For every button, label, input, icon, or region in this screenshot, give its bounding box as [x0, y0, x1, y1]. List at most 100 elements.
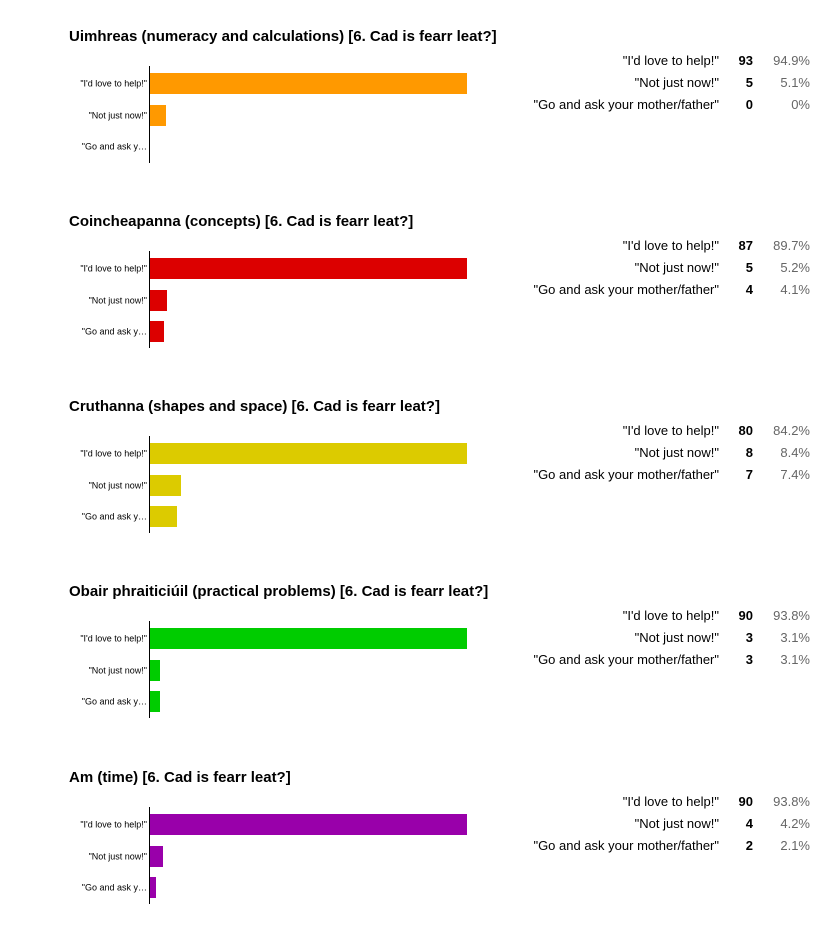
bar [149, 105, 166, 126]
stats-row: "I'd love to help!" 80 84.2% [500, 423, 820, 445]
stats-label: "Not just now!" [634, 260, 719, 275]
chart-title: Coincheapanna (concepts) [6. Cad is fear… [69, 213, 414, 230]
bar [149, 258, 467, 279]
stats-count: 4 [745, 282, 753, 297]
bar [149, 73, 467, 94]
stats-percent: 5.1% [780, 75, 810, 90]
bar-plot: "I'd love to help!" "Not just now!" "Go an… [0, 185, 480, 370]
stats-percent: 3.1% [780, 652, 810, 667]
stats-row: "Not just now!" 3 3.1% [500, 630, 820, 652]
stats-label: "Go and ask your mother/father" [533, 652, 719, 667]
category-label: "I'd love to help!" [80, 79, 147, 89]
stats-table: "I'd love to help!" 80 84.2% "Not just now!… [500, 423, 820, 489]
stats-count: 87 [738, 238, 753, 253]
chart-title: Cruthanna (shapes and space) [6. Cad is … [69, 398, 440, 415]
bar [149, 660, 160, 681]
category-label: "I'd love to help!" [80, 634, 147, 644]
stats-percent: 0% [791, 97, 810, 112]
bar [149, 628, 467, 649]
stats-count: 7 [745, 467, 753, 482]
stats-percent: 84.2% [773, 423, 810, 438]
stats-label: "I'd love to help!" [622, 608, 719, 623]
category-label: "Not just now!" [89, 296, 147, 306]
stats-row: "I'd love to help!" 87 89.7% [500, 238, 820, 260]
stats-percent: 5.2% [780, 260, 810, 275]
stats-percent: 7.4% [780, 467, 810, 482]
stats-percent: 4.2% [780, 816, 810, 831]
category-label: "I'd love to help!" [80, 264, 147, 274]
stats-table: "I'd love to help!" 90 93.8% "Not just now!… [500, 794, 820, 860]
category-label: "Go and ask y… [82, 883, 147, 893]
stats-percent: 2.1% [780, 838, 810, 853]
stats-table: "I'd love to help!" 87 89.7% "Not just now!… [500, 238, 820, 304]
category-label: "Go and ask y… [82, 142, 147, 152]
chart-title: Uimhreas (numeracy and calculations) [6.… [69, 28, 497, 45]
bar-plot: "I'd love to help!" "Not just now!" "Go an… [0, 0, 480, 185]
chart-section: Uimhreas (numeracy and calculations) [6.… [0, 0, 830, 185]
stats-percent: 94.9% [773, 53, 810, 68]
category-label: "I'd love to help!" [80, 820, 147, 830]
stats-label: "I'd love to help!" [622, 423, 719, 438]
chart-section: Obair phraiticiúil (practical problems) … [0, 555, 830, 740]
bar-chart-svg: "I'd love to help!" "Not just now!" "Go an… [80, 251, 467, 348]
stats-count: 5 [745, 75, 753, 90]
bar [149, 321, 164, 342]
stats-row: "Go and ask your mother/father" 3 3.1% [500, 652, 820, 674]
bar-chart-svg: "I'd love to help!" "Not just now!" "Go an… [80, 66, 467, 163]
category-label: "Go and ask y… [82, 512, 147, 522]
stats-row: "Go and ask your mother/father" 4 4.1% [500, 282, 820, 304]
chart-section: Cruthanna (shapes and space) [6. Cad is … [0, 370, 830, 555]
stats-count: 5 [745, 260, 753, 275]
chart-section: Coincheapanna (concepts) [6. Cad is fear… [0, 185, 830, 370]
chart-title: Obair phraiticiúil (practical problems) … [69, 583, 489, 600]
stats-count: 93 [738, 53, 753, 68]
bar-chart-svg: "I'd love to help!" "Not just now!" "Go an… [80, 621, 467, 718]
stats-count: 2 [745, 838, 753, 853]
stats-table: "I'd love to help!" 93 94.9% "Not just now!… [500, 53, 820, 119]
stats-label: "Not just now!" [634, 816, 719, 831]
stats-row: "Not just now!" 4 4.2% [500, 816, 820, 838]
bar [149, 877, 156, 898]
stats-label: "Not just now!" [634, 630, 719, 645]
stats-row: "Go and ask your mother/father" 0 0% [500, 97, 820, 119]
bar [149, 691, 160, 712]
bar [149, 814, 467, 835]
stats-label: "I'd love to help!" [622, 53, 719, 68]
stats-label: "Go and ask your mother/father" [533, 282, 719, 297]
stats-label: "Go and ask your mother/father" [533, 97, 719, 112]
stats-percent: 4.1% [780, 282, 810, 297]
stats-count: 3 [745, 652, 753, 667]
category-label: "Not just now!" [89, 666, 147, 676]
stats-row: "Not just now!" 5 5.1% [500, 75, 820, 97]
stats-percent: 93.8% [773, 794, 810, 809]
stats-count: 0 [745, 97, 753, 112]
bar-chart-svg: "I'd love to help!" "Not just now!" "Go an… [80, 436, 467, 533]
stats-count: 90 [738, 608, 753, 623]
category-label: "Go and ask y… [82, 327, 147, 337]
chart-section: Am (time) [6. Cad is fearr leat?] "I'd lo… [0, 741, 830, 926]
stats-row: "Go and ask your mother/father" 7 7.4% [500, 467, 820, 489]
stats-row: "I'd love to help!" 90 93.8% [500, 794, 820, 816]
category-label: "Not just now!" [89, 111, 147, 121]
bar [149, 475, 181, 496]
stats-table: "I'd love to help!" 90 93.8% "Not just now!… [500, 608, 820, 674]
bar [149, 846, 163, 867]
stats-row: "Go and ask your mother/father" 2 2.1% [500, 838, 820, 860]
stats-percent: 89.7% [773, 238, 810, 253]
category-label: "Not just now!" [89, 481, 147, 491]
bar [149, 443, 467, 464]
category-label: "Go and ask y… [82, 697, 147, 707]
category-label: "Not just now!" [89, 852, 147, 862]
stats-label: "Not just now!" [634, 445, 719, 460]
stats-label: "Go and ask your mother/father" [533, 838, 719, 853]
stats-count: 8 [745, 445, 753, 460]
stats-label: "I'd love to help!" [622, 238, 719, 253]
bar [149, 506, 177, 527]
stats-label: "Not just now!" [634, 75, 719, 90]
stats-percent: 3.1% [780, 630, 810, 645]
stats-label: "I'd love to help!" [622, 794, 719, 809]
stats-row: "Not just now!" 5 5.2% [500, 260, 820, 282]
bar-plot: "I'd love to help!" "Not just now!" "Go an… [0, 555, 480, 740]
stats-percent: 8.4% [780, 445, 810, 460]
stats-label: "Go and ask your mother/father" [533, 467, 719, 482]
